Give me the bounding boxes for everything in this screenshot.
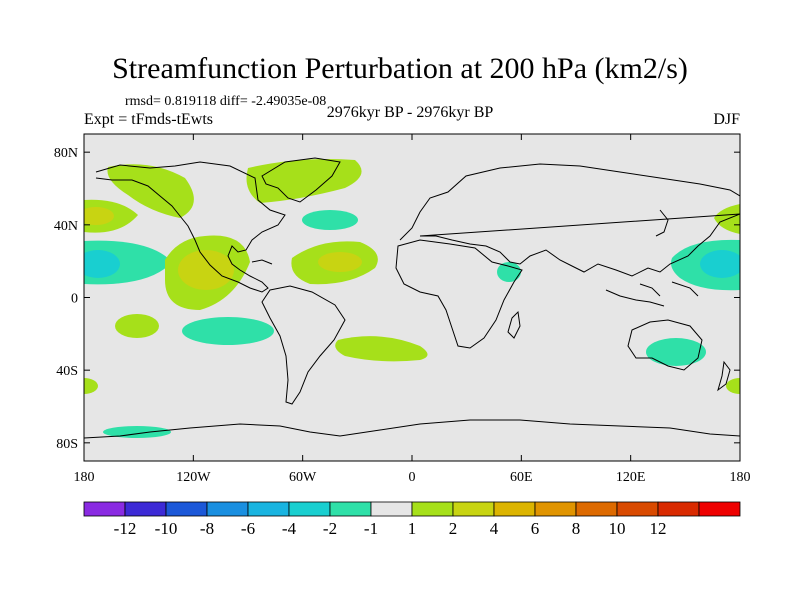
x-tick-label: 120W — [176, 470, 211, 485]
coast-australia — [627, 319, 703, 371]
y-tick-label: 80S — [56, 437, 78, 452]
colorbar-swatch — [329, 501, 372, 517]
coast-indonesia — [605, 281, 699, 307]
colorbar-swatch — [616, 501, 659, 517]
colorbar-swatch — [165, 501, 208, 517]
colorbar-swatch — [124, 501, 167, 517]
colorbar-label: -1 — [364, 519, 378, 538]
period-label: 2976kyr BP - 2976kyr BP — [326, 104, 494, 121]
season-label: DJF — [713, 111, 740, 128]
colorbar-label: 8 — [572, 519, 581, 538]
colorbar-swatch — [411, 501, 454, 517]
field-west-40s — [84, 378, 98, 394]
field-south-pacific — [115, 314, 159, 338]
field-west-20n-core — [84, 250, 120, 278]
coast-south-america — [261, 285, 346, 405]
colorbar-label: -6 — [241, 519, 255, 538]
field-central-america-core — [178, 250, 234, 290]
colorbar-swatch — [698, 501, 741, 517]
colorbar-label: -2 — [323, 519, 337, 538]
field-greenland — [246, 159, 362, 203]
colorbar-label: -4 — [282, 519, 297, 538]
axis-ticks: 80N 40N 0 40S 80S 180 120W 60W 0 60E 120E 180 — [54, 134, 751, 485]
stats-text: rmsd= 0.819118 diff= -2.49035e-08 — [125, 94, 327, 109]
colorbar-swatch — [288, 501, 331, 517]
x-tick-label: 180 — [74, 470, 95, 485]
field-north-pacific — [107, 164, 194, 218]
coast-greenland — [261, 157, 341, 203]
colorbar-swatch — [206, 501, 249, 517]
x-tick-label: 0 — [409, 470, 416, 485]
field-south-pacific-cyan — [182, 317, 274, 345]
coast-caribbean — [251, 259, 273, 265]
x-tick-label: 120E — [616, 470, 646, 485]
colorbar-label: -12 — [114, 519, 137, 538]
colorbar-label: 1 — [408, 519, 417, 538]
coast-madagascar — [507, 310, 521, 339]
colorbar-swatch — [452, 501, 495, 517]
coast-eurasia — [399, 163, 740, 277]
colorbar-label: 4 — [490, 519, 499, 538]
coastlines — [84, 157, 740, 439]
colorbar-label: -10 — [155, 519, 178, 538]
y-tick-label: 40N — [54, 219, 78, 234]
y-tick-label: 80N — [54, 146, 78, 161]
field-east-40s — [726, 378, 740, 394]
field-west-40n-core — [84, 207, 114, 225]
colorbar-label: -8 — [200, 519, 214, 538]
colorbar: -12 -10 -8 -6 -4 -2 -1 1 2 4 6 8 10 12 — [83, 501, 741, 538]
colorbar-swatch — [83, 501, 126, 517]
field-tropical-atlantic-core — [318, 252, 362, 272]
x-tick-label: 60W — [289, 470, 317, 485]
coast-japan — [655, 209, 669, 237]
colorbar-label: 2 — [449, 519, 458, 538]
coast-north-america — [95, 161, 286, 293]
coast-antarctica — [84, 419, 740, 439]
colorbar-label: 12 — [650, 519, 667, 538]
colorbar-swatch — [493, 501, 536, 517]
colorbar-swatch — [575, 501, 618, 517]
colorbar-swatch — [534, 501, 577, 517]
colorbar-label: 10 — [609, 519, 626, 538]
colorbar-swatch — [657, 501, 700, 517]
experiment-label: Expt = tFmds-tEwts — [84, 111, 214, 128]
colorbar-swatch — [247, 501, 290, 517]
field-south-atlantic — [335, 336, 428, 362]
field-east-20n-core — [700, 250, 740, 278]
field-north-atlantic — [302, 210, 358, 230]
field-antarctic — [103, 426, 171, 438]
field-horn-africa — [497, 262, 521, 282]
y-tick-label: 0 — [71, 292, 78, 307]
x-tick-label: 180 — [730, 470, 751, 485]
x-tick-label: 60E — [510, 470, 533, 485]
coast-africa — [395, 239, 523, 349]
colorbar-label: 6 — [531, 519, 540, 538]
chart-title: Streamfunction Perturbation at 200 hPa (… — [112, 52, 688, 85]
colorbar-swatch — [370, 501, 413, 517]
y-tick-label: 40S — [56, 364, 78, 379]
field-australia — [646, 338, 706, 366]
coast-new-zealand — [717, 360, 731, 392]
